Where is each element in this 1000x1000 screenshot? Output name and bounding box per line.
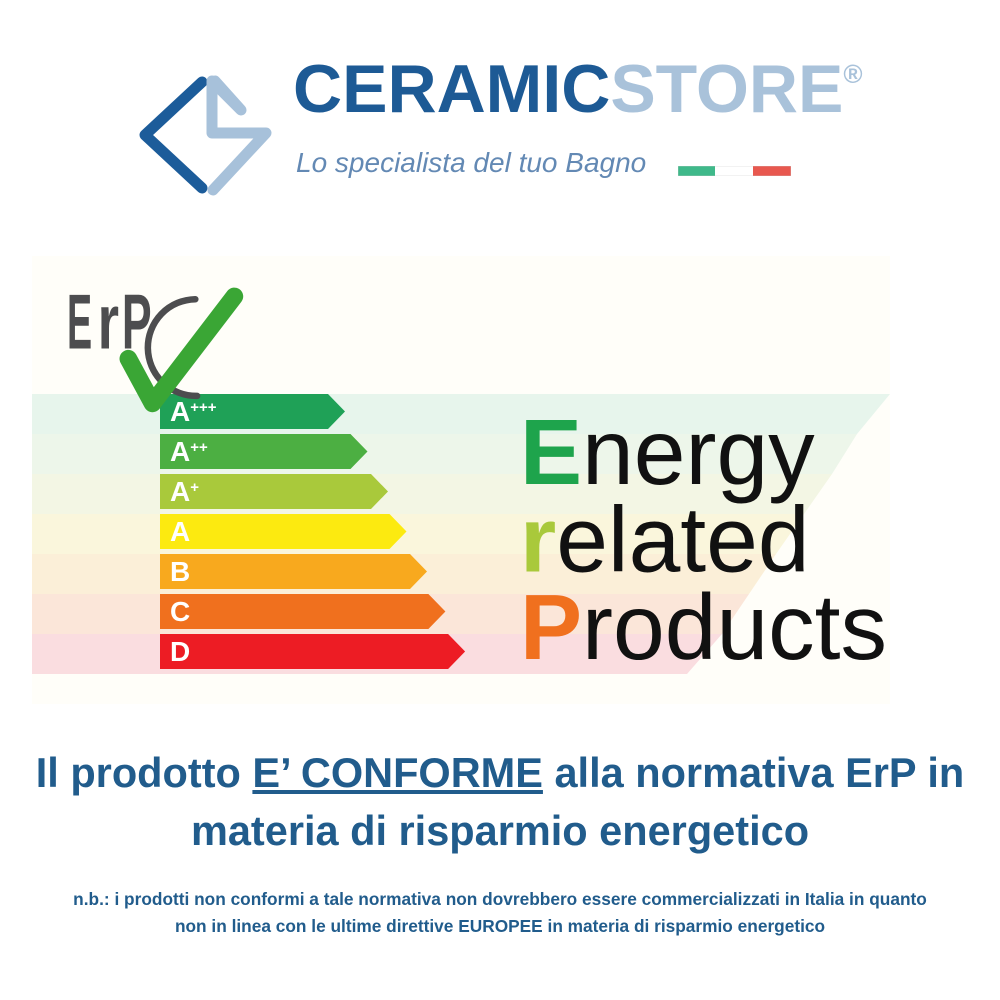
svg-text:r: r [98, 277, 119, 365]
svg-text:E: E [67, 277, 92, 365]
svg-text:A: A [170, 516, 190, 547]
svg-text:C: C [170, 596, 190, 627]
svg-text:B: B [170, 556, 190, 587]
svg-text:Products: Products [520, 575, 887, 665]
svg-text:D: D [170, 636, 190, 667]
